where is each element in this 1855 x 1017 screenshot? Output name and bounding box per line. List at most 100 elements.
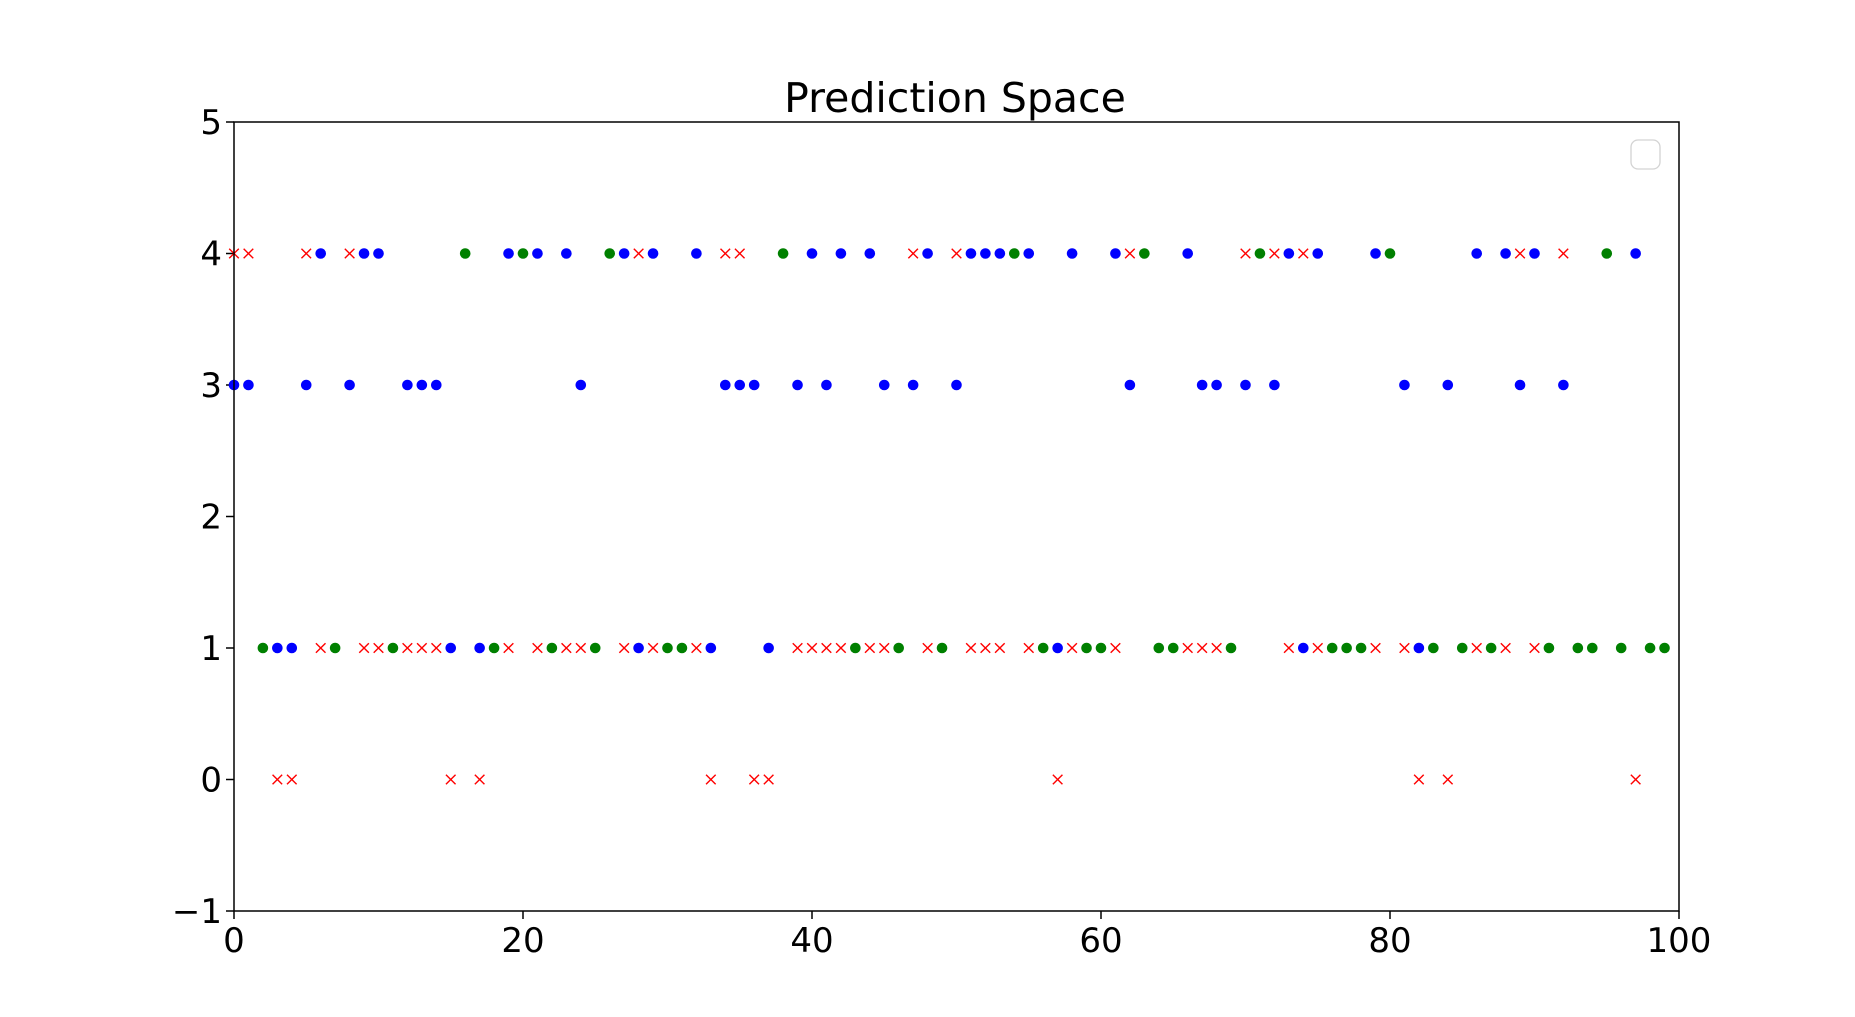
blue-dot xyxy=(1052,642,1063,654)
y-tick-label: 4 xyxy=(200,235,222,275)
legend-box xyxy=(1630,139,1661,170)
red-cross-marker xyxy=(1558,248,1569,259)
blue-dot xyxy=(907,379,919,391)
red-cross-marker xyxy=(1370,642,1381,654)
blue-dot xyxy=(763,642,774,654)
red-cross-marker xyxy=(951,248,962,259)
blue-dot xyxy=(1023,248,1035,259)
green-dot xyxy=(662,642,673,654)
x-axis-ticks: 0 20 40 60 80 100 xyxy=(223,911,1711,961)
green-dot xyxy=(1615,642,1627,654)
red-cross-marker xyxy=(994,642,1006,654)
red-cross-marker xyxy=(1514,248,1526,259)
x-tick-label: 0 xyxy=(223,921,245,961)
green-dot xyxy=(1095,642,1107,654)
blue-dot xyxy=(1312,248,1324,259)
blue-dot xyxy=(647,248,659,259)
red-cross-marker xyxy=(618,642,630,654)
blue-dot xyxy=(561,248,572,259)
red-cross-marker xyxy=(748,774,760,785)
red-cross-marker xyxy=(792,642,803,654)
blue-dot xyxy=(821,379,832,391)
blue-dot xyxy=(618,248,630,259)
blue-dot xyxy=(1413,642,1425,654)
blue-dot xyxy=(980,248,991,259)
red-cross-marker xyxy=(1052,774,1063,785)
x-tick-label: 60 xyxy=(1079,921,1122,961)
blue-dot xyxy=(1514,379,1526,391)
red-cross-marker xyxy=(1413,774,1425,785)
green-dot xyxy=(257,642,269,654)
blue-dot xyxy=(1196,379,1208,391)
red-cross-marker xyxy=(864,642,876,654)
red-cross-marker xyxy=(286,774,298,785)
y-tick-label: 2 xyxy=(200,498,222,538)
blue-dot xyxy=(705,642,717,654)
blue-dot xyxy=(1399,379,1410,391)
blue-dot xyxy=(315,248,327,259)
green-dot xyxy=(488,642,500,654)
red-cross-marker xyxy=(561,642,572,654)
blue-dot xyxy=(878,379,890,391)
blue-dot xyxy=(243,379,254,391)
green-dot xyxy=(676,642,688,654)
green-dot xyxy=(777,248,789,259)
blue-dot xyxy=(1211,379,1222,391)
blue-dot xyxy=(1630,248,1641,259)
red-cross-marker xyxy=(358,642,370,654)
red-cross-marker xyxy=(705,774,717,785)
green-dot xyxy=(893,642,904,654)
red-cross-marker xyxy=(1211,642,1222,654)
blue-dot xyxy=(1110,248,1121,259)
red-cross-marker xyxy=(835,642,847,654)
red-cross-marker xyxy=(907,248,919,259)
blue-dot xyxy=(532,248,543,259)
red-cross-marker xyxy=(806,642,818,654)
blue-dot xyxy=(286,642,298,654)
x-tick-label: 40 xyxy=(790,921,833,961)
y-tick-label: 1 xyxy=(200,629,222,669)
blue-dot xyxy=(922,248,933,259)
blue-dot xyxy=(503,248,514,259)
blue-dot xyxy=(344,379,355,391)
green-dot xyxy=(1355,642,1367,654)
blue-dot xyxy=(474,642,485,654)
blue-dot xyxy=(792,379,803,391)
red-cross-marker xyxy=(1283,642,1295,654)
red-cross-marker xyxy=(1399,642,1410,654)
green-dot xyxy=(1081,642,1092,654)
red-cross-marker xyxy=(315,642,326,654)
blue-dot xyxy=(633,642,644,654)
red-cross-marker xyxy=(474,774,485,785)
blue-dot xyxy=(445,642,457,654)
blue-dot xyxy=(951,379,962,391)
green-dot xyxy=(1037,642,1049,654)
red-cross-marker xyxy=(1110,642,1121,654)
red-cross-marker xyxy=(431,642,442,654)
green-dot xyxy=(329,642,341,654)
red-cross-marker xyxy=(402,642,413,654)
blue-dot xyxy=(1298,642,1309,654)
blue-dot xyxy=(1269,379,1280,391)
green-dot xyxy=(589,642,601,654)
green-dot xyxy=(1254,248,1266,259)
red-cross-marker xyxy=(416,642,428,654)
blue-dot xyxy=(300,379,312,391)
blue-dot xyxy=(373,248,384,259)
green-dot xyxy=(1428,642,1439,654)
red-cross-marker xyxy=(1500,642,1511,654)
green-dot xyxy=(546,642,558,654)
red-cross-marker xyxy=(1023,642,1035,654)
blue-dot xyxy=(806,248,818,259)
blue-dot xyxy=(1442,379,1454,391)
blue-dot xyxy=(691,248,702,259)
red-cross-marker xyxy=(1298,248,1309,259)
green-dot xyxy=(1225,642,1237,654)
red-cross-marker xyxy=(1196,642,1208,654)
chart-title: Prediction Space xyxy=(784,74,1126,122)
green-dot xyxy=(604,248,615,259)
red-cross-marker xyxy=(1630,774,1641,785)
red-cross-marker xyxy=(763,774,774,785)
red-cross-marker xyxy=(734,248,746,259)
